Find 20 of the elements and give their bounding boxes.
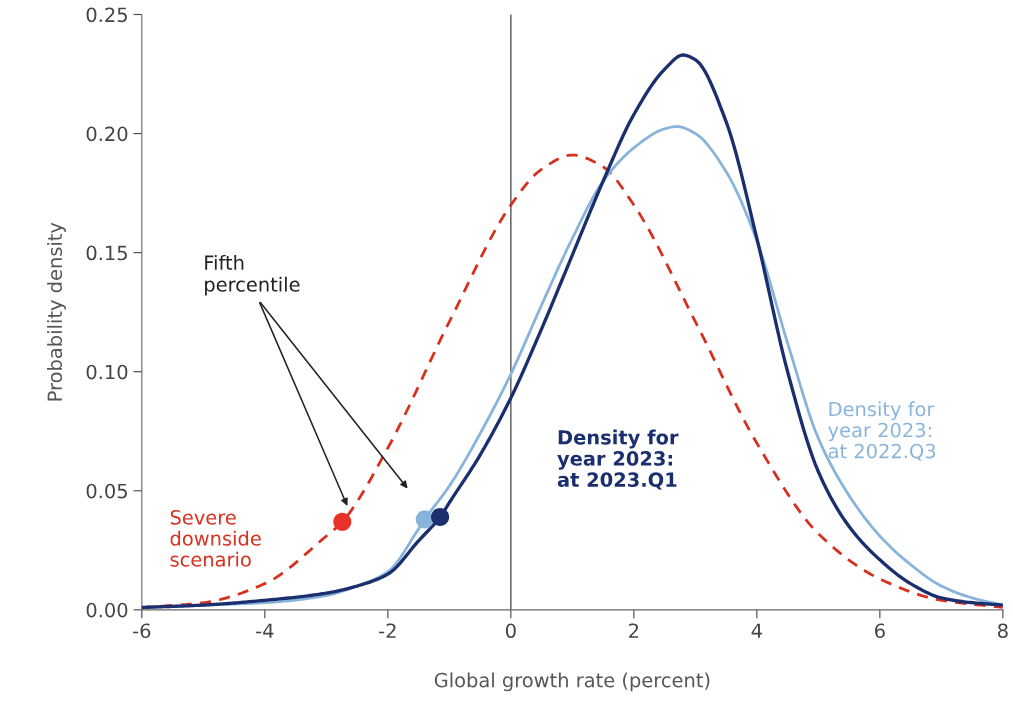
x-axis-title: Global growth rate (percent) bbox=[434, 672, 710, 692]
text: Density for year 2023: at 2023.Q1 bbox=[557, 429, 679, 490]
annotation: Fifth percentile bbox=[205, 254, 300, 296]
x-tick-label: -4 bbox=[256, 623, 274, 638]
x-tick-label: -6 bbox=[133, 623, 151, 639]
x-tick-label: 2 bbox=[629, 623, 639, 638]
y-tick-label: 0.15 bbox=[86, 245, 127, 261]
x-tick-label: 0 bbox=[505, 623, 516, 639]
y-tick-label: 0.05 bbox=[86, 483, 127, 499]
x-tick-label: 8 bbox=[998, 623, 1008, 639]
x-tick-label: 6 bbox=[875, 623, 885, 639]
y-tick-label: 0.00 bbox=[86, 602, 128, 618]
series-label: Severe downside scenario bbox=[170, 510, 261, 567]
y-tick-label: 0.25 bbox=[86, 7, 127, 23]
x-tick-label: -2 bbox=[379, 623, 396, 638]
y-tick-label: 0.10 bbox=[86, 364, 128, 380]
y-axis-title: Probability density bbox=[47, 222, 66, 401]
x-tick-label: 4 bbox=[751, 623, 762, 638]
series-label: Density for year 2023: at 2022.Q3 bbox=[828, 401, 936, 461]
y-tick-label: 0.20 bbox=[86, 126, 128, 142]
